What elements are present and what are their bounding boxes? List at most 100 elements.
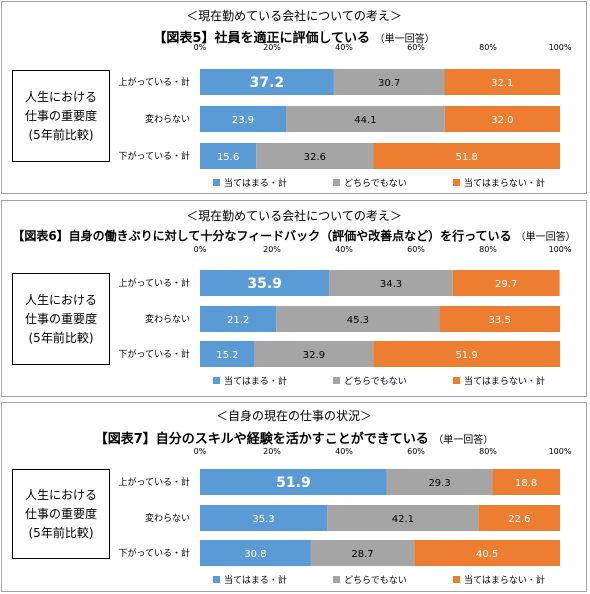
chart-title: 【図表7】自分のスキルや経験を活かすことができている （単一回答） [2,428,586,447]
chart-panel-3: ＜自身の現在の仕事の状況＞ 【図表7】自分のスキルや経験を活かすことができている… [1,402,587,592]
row-group-label-line: 仕事の重要度 [24,506,97,521]
category-label: 変わらない [145,113,190,125]
x-tick-label: 100% [549,245,572,254]
chart-subtitle: ＜現在勤めている会社についての考え＞ [186,9,402,23]
category-label: 上がっている・計 [118,277,190,289]
bar-segment [386,469,493,495]
bar-segment [200,469,387,495]
data-label: 32.6 [304,152,326,163]
bar-segment [439,306,560,332]
x-tick-label: 80% [479,447,497,456]
data-label: 42.1 [392,514,414,525]
data-label: 51.9 [276,475,311,491]
chart-title-text: 【図表5】社員を適正に評価している [153,31,371,46]
legend-label: どちらでもない [344,376,407,387]
data-label: 30.7 [378,78,400,89]
legend-swatch [453,179,460,186]
data-label: 51.9 [455,350,477,361]
x-tick-label: 100% [549,447,572,456]
data-label: 18.8 [515,478,537,489]
bar-segment [452,270,560,296]
bar-segment [276,306,440,332]
x-tick-label: 0% [194,43,207,52]
chart-title: 【図表5】社員を適正に評価している （単一回答） [2,27,586,46]
chart-title: 【図表6】自身の働きぶりに対して十分なフィードバック（評価や改善点など）を行って… [2,227,586,244]
legend-label: 当てはまらない・計 [464,375,545,387]
chart-subtitle: ＜自身の現在の仕事の状況＞ [215,409,372,423]
category-label: 上がっている・計 [118,76,190,88]
row-group-label-line: 人生における [24,292,97,307]
x-tick-label: 40% [335,447,353,456]
chart-panel-2: ＜現在勤めている会社についての考え＞ 【図表6】自身の働きぶりに対して十分なフィ… [1,200,587,397]
legend-label: 当てはまる・計 [224,574,287,586]
category-label: 下がっている・計 [118,150,190,162]
category-label: 変わらない [145,313,190,325]
x-tick-label: 40% [335,245,353,254]
bar-segment [329,270,453,296]
legend-label: 当てはまる・計 [224,177,287,189]
data-label: 22.6 [508,514,530,525]
x-tick-label: 100% [549,43,572,52]
category-label: 下がっている・計 [118,348,190,360]
x-tick-label: 60% [407,43,425,52]
category-label: 下がっている・計 [118,547,190,559]
x-tick-label: 60% [407,245,425,254]
bar-segment [492,469,560,495]
data-label: 40.5 [476,549,498,560]
data-label: 45.3 [347,315,369,326]
legend-swatch [453,377,460,384]
x-tick-label: 80% [479,43,497,52]
bar-segment [200,106,287,132]
data-label: 23.9 [232,115,254,126]
x-tick-label: 0% [194,447,207,456]
legend-label: 当てはまらない・計 [464,177,545,189]
bar-segment [373,341,560,367]
x-tick-label: 20% [263,245,281,254]
data-label: 32.1 [491,78,513,89]
bar-segment [444,69,560,95]
bar-segment [200,505,328,531]
data-label: 30.8 [244,549,266,560]
bar-chart-1: 0% 20% 40% 60% 80% 100% 上がっている・計 37.2 30.7 32.1 変わ… [118,43,572,189]
bar-chart-3: 0% 20% 40% 60% 80% 100% 上がっている・計 51.9 29.3 18.8 変わ… [118,447,572,586]
chart-title-text: 【図表7】自分のスキルや経験を活かすことができている [94,432,429,447]
bar-segment [478,505,560,531]
data-label: 32.9 [303,350,325,361]
legend-swatch [213,377,220,384]
bar-segment [200,341,255,367]
category-label: 変わらない [145,512,190,524]
legend-swatch [213,576,220,583]
row-group-label: 人生における 仕事の重要度 (5年前比較) [12,469,110,559]
data-label: 37.2 [250,75,285,91]
bar-chart-2: 0% 20% 40% 60% 80% 100% 上がっている・計 35.9 34.3 29.7 変わ… [118,245,572,387]
row-group-label-line: 人生における [24,487,97,502]
x-tick-label: 40% [335,43,353,52]
chart-panel-1: ＜現在勤めている会社についての考え＞ 【図表5】社員を適正に評価している （単一… [1,1,587,194]
bar-segment [333,69,445,95]
bar-segment [200,540,311,566]
row-group-label-line: (5年前比較) [28,127,94,142]
bar-segment [256,143,374,169]
chart-subtitle: ＜現在勤めている会社についての考え＞ [186,209,402,223]
data-label: 15.2 [216,350,238,361]
x-tick-label: 20% [263,447,281,456]
data-label: 33.5 [489,315,511,326]
data-label: 28.7 [351,549,373,560]
x-tick-label: 20% [263,43,281,52]
bar-segment [286,106,445,132]
row-group-label: 人生における 仕事の重要度 (5年前比較) [12,70,110,162]
legend-swatch [333,179,340,186]
data-label: 34.3 [380,279,402,290]
bar-segment [200,306,277,332]
category-label: 上がっている・計 [118,476,190,488]
legend-swatch [333,377,340,384]
legend-label: 当てはまる・計 [224,375,287,387]
legend-swatch [453,576,460,583]
legend-swatch [213,179,220,186]
bar-segment [327,505,479,531]
row-group-label-line: 人生における [24,89,97,104]
bar-segment [200,69,334,95]
data-label: 29.3 [428,478,450,489]
row-group-label-line: 仕事の重要度 [24,108,97,123]
x-tick-label: 60% [407,447,425,456]
